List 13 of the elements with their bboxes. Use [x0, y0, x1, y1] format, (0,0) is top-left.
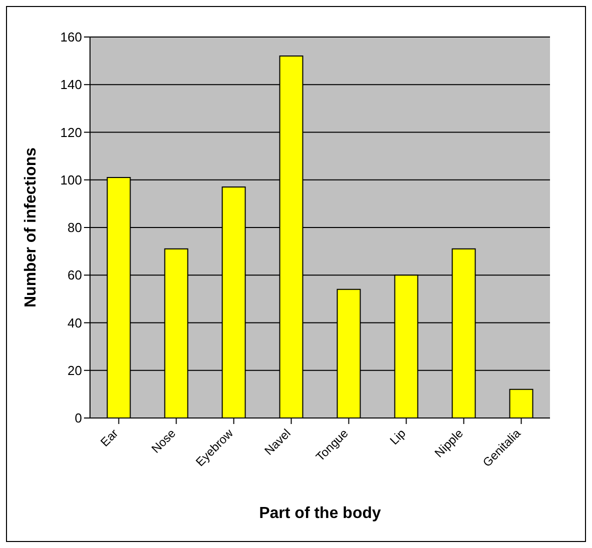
x-tick-label: Ear	[98, 426, 121, 450]
y-tick-label: 80	[68, 220, 82, 236]
y-tick-label: 0	[74, 410, 82, 426]
y-tick-label: 140	[60, 77, 82, 92]
y-tick-label: 160	[60, 30, 82, 45]
y-tick-label: 60	[68, 268, 82, 283]
y-tick-label: 100	[60, 172, 82, 188]
x-tick-label: Lip	[387, 426, 409, 448]
y-axis-title: Number of infections	[22, 147, 40, 308]
y-tick-label: 20	[68, 362, 82, 378]
x-axis-title: Part of the body	[259, 505, 381, 522]
y-tick-label: 40	[68, 315, 82, 330]
y-tick-label: 120	[60, 124, 82, 140]
